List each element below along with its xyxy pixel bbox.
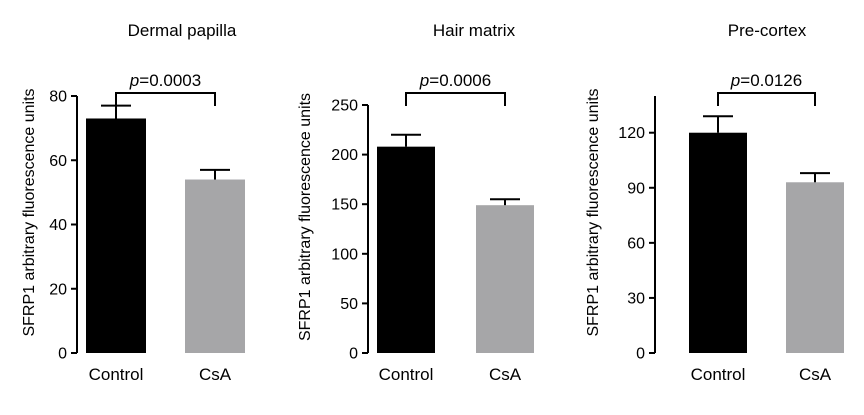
category-label: Control [89,365,144,384]
p-value-label: p=0.0126 [730,71,802,90]
y-tick-label: 120 [618,125,645,142]
y-axis-label: SFRP1 arbitrary fluorescence units [585,88,602,336]
y-tick-label: 80 [49,89,67,106]
y-tick-label: 50 [340,296,358,313]
chart-title: Dermal papilla [128,21,237,40]
chart-title: Hair matrix [433,21,516,40]
chart-title: Pre-cortex [728,21,807,40]
chart-panel-2: Hair matrix SFRP1 arbitrary fluorescence … [297,21,534,384]
category-label: CsA [199,365,232,384]
chart-panel-1: Dermal papilla SFRP1 arbitrary fluorescen… [21,21,245,384]
bar-control [377,146,435,353]
y-tick-label: 0 [636,346,645,363]
bar-csa [786,182,844,353]
bar-csa [476,205,534,353]
y-tick-label: 60 [49,153,67,170]
category-label: CsA [489,365,522,384]
bar-control [689,132,747,353]
y-tick-label: 40 [49,217,67,234]
y-tick-label: 100 [331,246,358,263]
category-label: Control [379,365,434,384]
y-tick-label: 200 [331,147,358,164]
y-tick-label: 0 [349,346,358,363]
p-value-label: p=0.0006 [419,71,491,90]
y-tick-label: 30 [627,290,645,307]
category-label: Control [691,365,746,384]
y-tick-label: 0 [58,346,67,363]
p-value-label: p=0.0003 [129,71,201,90]
y-tick-label: 150 [331,197,358,214]
y-axis-label: SFRP1 arbitrary fluorescence units [297,93,314,341]
y-tick-label: 250 [331,98,358,115]
bar-csa [185,179,245,353]
bar-control [86,118,146,353]
category-label: CsA [799,365,832,384]
chart-panel-3: Pre-cortex SFRP1 arbitrary fluorescence u… [585,21,844,384]
y-tick-label: 90 [627,180,645,197]
significance-bracket [115,92,216,106]
y-tick-label: 20 [49,281,67,298]
significance-bracket [405,92,506,106]
significance-bracket [717,92,816,106]
y-tick-label: 60 [627,235,645,252]
y-axis-label: SFRP1 arbitrary fluorescence units [21,88,38,336]
